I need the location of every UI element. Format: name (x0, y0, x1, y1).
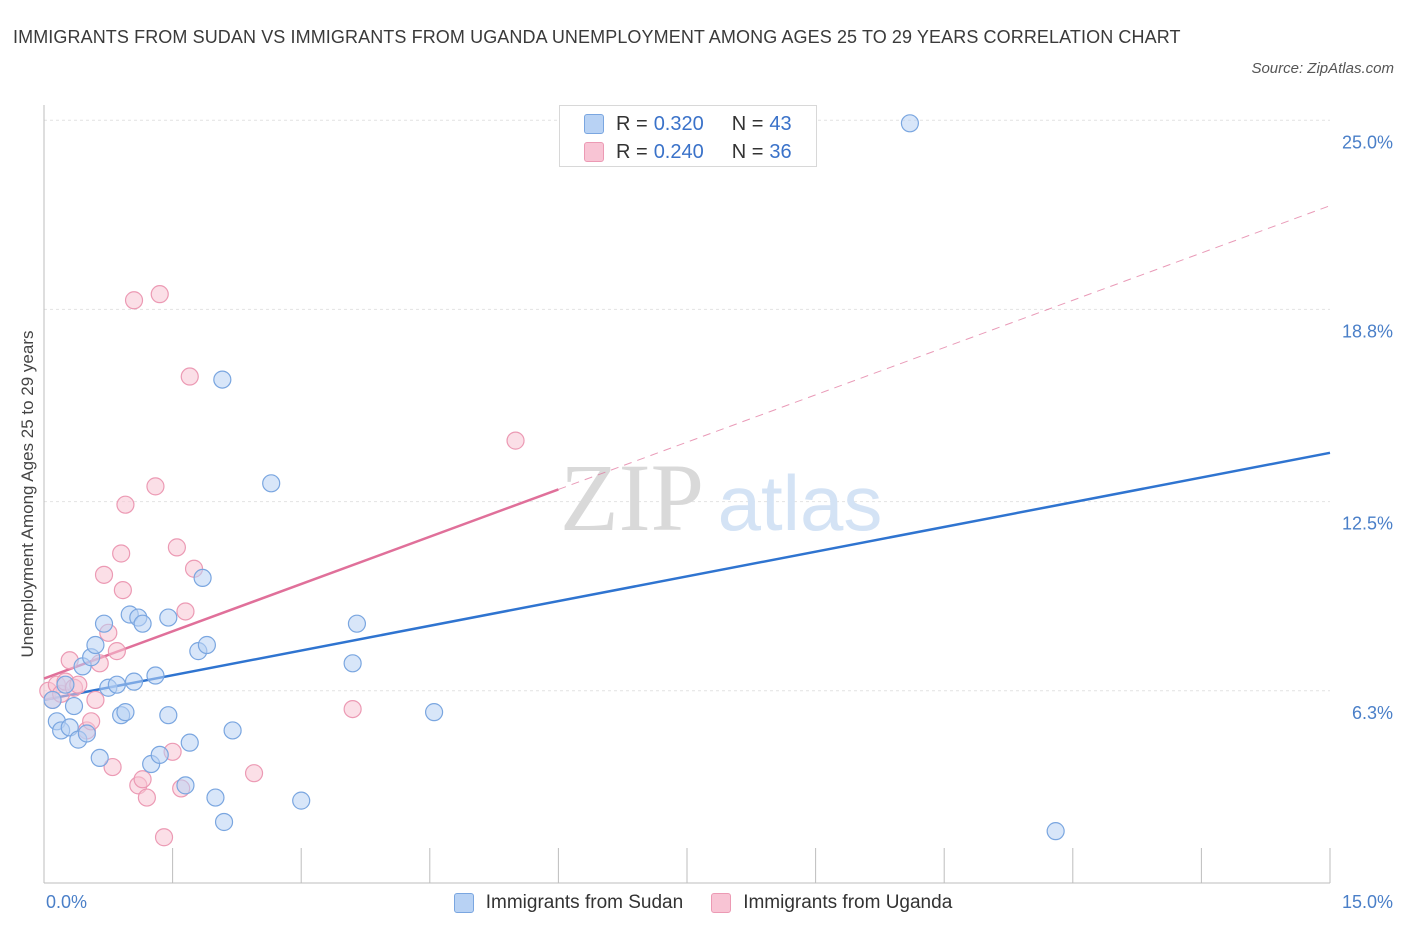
point-sudan (124, 672, 144, 691)
point-uganda (154, 828, 174, 847)
legend-row-uganda: R = 0.240 N = 36 (584, 139, 792, 165)
legend-item-sudan: Immigrants from Sudan (453, 892, 684, 914)
legend-swatch-sudan (453, 893, 474, 913)
point-uganda (244, 764, 264, 783)
legend-n-value: 43 (769, 112, 792, 135)
legend-row-sudan: R = 0.320 N = 43 (584, 111, 792, 137)
y-axis-tick-labels: 6.3% 12.5% 18.8% 25.0% (1342, 132, 1393, 723)
point-uganda (167, 538, 186, 557)
point-sudan (150, 745, 169, 764)
point-sudan (424, 703, 444, 722)
point-sudan (180, 733, 199, 752)
series-legend: Immigrants from Sudan Immigrants from Ug… (0, 889, 1406, 917)
point-sudan (107, 675, 126, 694)
watermark: ZIP atlas (560, 444, 882, 551)
y-tick-label: 12.5% (1342, 514, 1393, 534)
point-uganda (94, 565, 114, 584)
point-uganda (112, 544, 131, 563)
point-uganda (103, 757, 122, 777)
point-sudan (159, 706, 178, 725)
legend-label-sudan: Immigrants from Sudan (485, 892, 684, 913)
trend-line-sudan (43, 451, 1331, 702)
legend-r-value: 0.240 (653, 140, 704, 163)
point-uganda (116, 495, 135, 514)
legend-swatch-uganda (711, 893, 732, 913)
point-sudan (347, 614, 367, 633)
y-tick-label: 6.3% (1352, 703, 1393, 723)
y-tick-label: 18.8% (1342, 321, 1393, 341)
point-sudan (206, 788, 225, 807)
point-uganda (180, 367, 199, 386)
point-sudan (1046, 822, 1065, 841)
legend-n-label: N = (731, 140, 764, 163)
point-sudan (43, 690, 62, 710)
point-uganda (113, 581, 132, 600)
chart-title: IMMIGRANTS FROM SUDAN VS IMMIGRANTS FROM… (13, 27, 1181, 47)
point-sudan (292, 791, 311, 810)
source-label: Source: ZipAtlas.com (1251, 60, 1394, 77)
point-sudan (94, 614, 114, 633)
point-sudan (900, 114, 920, 133)
point-sudan (223, 721, 242, 740)
stats-legend: R = 0.320 N = 43 R = 0.240 N = 36 (559, 105, 817, 167)
watermark-atlas: atlas (718, 459, 883, 547)
data-points (39, 114, 1065, 847)
point-sudan (213, 370, 232, 389)
y-tick-label: 25.0% (1342, 132, 1393, 152)
grid-lines (44, 119, 1330, 692)
point-uganda (150, 285, 169, 304)
point-sudan (77, 724, 96, 743)
legend-label-uganda: Immigrants from Uganda (743, 892, 953, 913)
point-uganda (343, 699, 362, 719)
legend-r-label: R = (616, 140, 648, 163)
legend-item-uganda: Immigrants from Uganda (711, 892, 952, 914)
trend-line-uganda-extension (558, 205, 1331, 490)
watermark-zip: ZIP (560, 444, 704, 551)
point-uganda (146, 477, 165, 496)
x-axis-tick-labels: 0.0% 15.0% (46, 892, 1393, 912)
point-uganda (107, 642, 126, 661)
legend-swatch-sudan (584, 114, 604, 134)
point-sudan (176, 776, 195, 795)
point-uganda (176, 602, 195, 621)
legend-n-value: 36 (769, 140, 792, 163)
point-sudan (262, 474, 281, 493)
point-sudan (159, 608, 178, 627)
point-uganda (124, 291, 144, 310)
x-tick-label: 15.0% (1342, 892, 1393, 912)
x-axis-ticks (43, 848, 1331, 883)
point-sudan (197, 635, 216, 655)
point-sudan (146, 666, 165, 685)
trend-line-uganda (43, 488, 559, 680)
legend-n-label: N = (731, 112, 764, 135)
point-sudan (133, 614, 152, 633)
x-tick-label: 0.0% (46, 892, 87, 912)
y-axis-label: Unemployment Among Ages 25 to 29 years (18, 331, 37, 658)
point-uganda (506, 431, 525, 450)
trend-lines (43, 205, 1331, 702)
point-sudan (214, 812, 234, 832)
point-sudan (64, 696, 84, 716)
point-uganda (137, 788, 156, 807)
point-sudan (86, 635, 105, 655)
point-uganda (86, 690, 105, 710)
legend-r-value: 0.320 (653, 112, 704, 135)
point-sudan (343, 654, 362, 673)
point-sudan (193, 568, 212, 588)
point-sudan (90, 748, 109, 768)
point-sudan (116, 703, 135, 722)
legend-swatch-uganda (584, 142, 604, 162)
point-sudan (56, 675, 75, 694)
point-uganda (133, 770, 152, 789)
legend-r-label: R = (616, 112, 648, 135)
